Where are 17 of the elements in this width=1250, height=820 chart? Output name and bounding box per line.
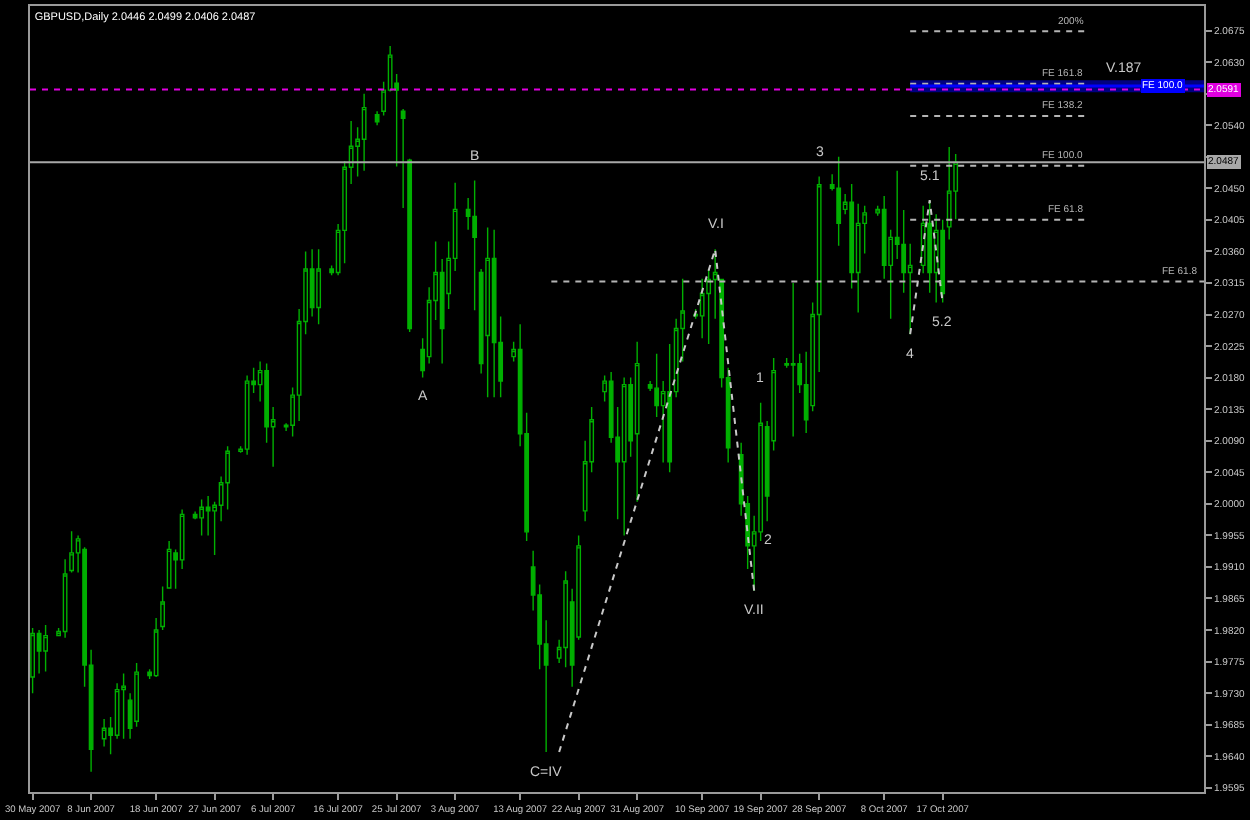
candlestick xyxy=(361,92,367,172)
candlestick xyxy=(101,718,107,748)
candlestick xyxy=(621,376,627,537)
candlestick xyxy=(634,341,640,503)
candlestick xyxy=(491,228,497,398)
candlestick xyxy=(316,248,322,326)
candlestick xyxy=(790,282,796,438)
candlestick xyxy=(30,627,35,694)
candlestick xyxy=(472,179,478,311)
candlestick xyxy=(836,156,842,247)
candlestick xyxy=(199,498,205,537)
candlestick xyxy=(43,624,48,673)
candlestick xyxy=(485,226,491,398)
candlestick xyxy=(121,672,127,740)
candlestick xyxy=(244,374,250,456)
candlestick xyxy=(699,278,705,340)
candlestick xyxy=(166,540,172,590)
